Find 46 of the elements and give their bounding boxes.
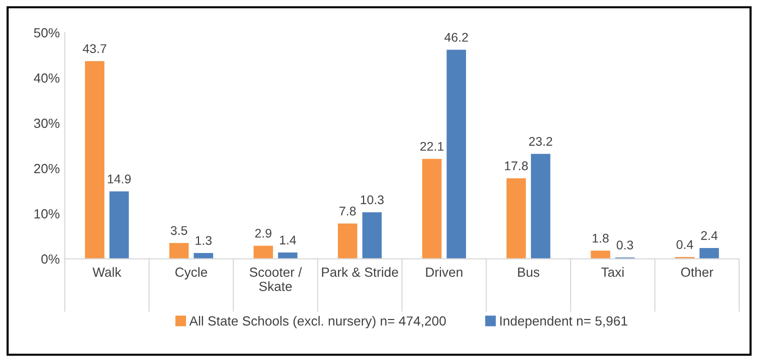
y-tick-label: 50% (34, 28, 60, 38)
y-tick-label: 20% (34, 164, 60, 174)
bar (338, 224, 358, 259)
bar (446, 50, 466, 259)
data-label: 1.4 (280, 236, 296, 244)
bar (422, 158, 442, 259)
bar (362, 212, 382, 259)
bar (506, 178, 526, 259)
data-label: 10.3 (360, 195, 384, 204)
bar (530, 154, 550, 259)
data-label: 1.8 (592, 234, 609, 243)
x-tick-label: Other (681, 267, 714, 277)
data-label: 3.5 (170, 226, 188, 235)
bar (85, 61, 104, 259)
data-label: 0.3 (616, 240, 634, 250)
bar (254, 246, 273, 259)
data-label: 7.8 (340, 206, 356, 216)
data-label: 0.4 (676, 240, 694, 249)
data-label: 46.2 (444, 32, 468, 42)
data-label: 14.9 (108, 174, 131, 184)
data-label: 1.3 (196, 236, 212, 245)
x-tick-label: Cycle (175, 267, 208, 280)
data-label: 22.1 (420, 142, 444, 151)
legend-label: All State Schools (excl. nursery) n= 474,200 (189, 316, 446, 328)
bar (278, 252, 298, 259)
data-label: 17.8 (504, 161, 528, 170)
y-tick-label: 0% (41, 254, 60, 264)
data-label: 43.7 (82, 44, 106, 54)
bar (590, 250, 610, 259)
legend-label: Independent n= 5,961 (500, 316, 628, 328)
x-tick-label: Scooter / Skate (250, 267, 302, 292)
bar (169, 242, 189, 259)
y-tick-label: 30% (34, 118, 60, 128)
y-tick-label: 40% (34, 73, 60, 83)
data-label: 23.2 (529, 136, 552, 146)
bar (109, 191, 129, 259)
x-tick-label: Taxi (601, 267, 624, 277)
bar (700, 248, 719, 259)
bar (194, 252, 214, 259)
y-tick-label: 10% (34, 209, 60, 218)
data-label: 2.9 (255, 228, 272, 238)
data-label: 2.4 (701, 231, 718, 240)
x-tick-label: Park & Stride (322, 267, 398, 277)
x-tick-label: Walk (92, 267, 122, 277)
x-tick-label: Bus (518, 268, 540, 277)
x-tick-label: Driven (426, 267, 462, 277)
